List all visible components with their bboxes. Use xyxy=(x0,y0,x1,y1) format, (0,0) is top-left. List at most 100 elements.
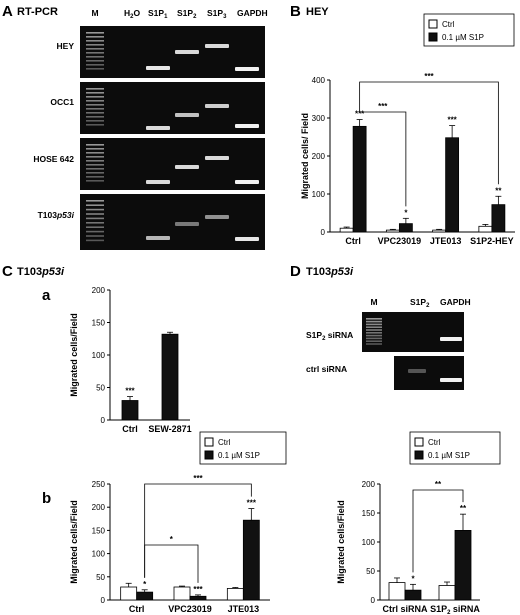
significance-label: ** xyxy=(495,186,502,195)
lane-label-m: M xyxy=(91,8,98,18)
gel-row-label-occ1: OCC1 xyxy=(50,97,74,107)
y-tick-label: 200 xyxy=(92,286,106,295)
y-tick-label: 100 xyxy=(92,351,106,360)
panel-c-title: T103p53i xyxy=(17,266,65,278)
legend-swatch xyxy=(204,437,214,447)
gel-band xyxy=(440,337,462,341)
ladder-band xyxy=(86,148,104,150)
bar xyxy=(226,588,244,601)
ladder-band xyxy=(86,239,104,242)
gel-d-row-2 xyxy=(394,356,464,390)
legend-label: 0.1 µM S1P xyxy=(428,451,470,460)
gel-row-label-hey: HEY xyxy=(57,41,75,51)
ladder-band xyxy=(86,200,104,202)
significance-label: * xyxy=(411,574,415,583)
y-axis-label: Migrated cells/Field xyxy=(69,313,79,397)
category-label: S1P2 siRNA xyxy=(430,604,480,615)
bracket-label: *** xyxy=(193,474,203,483)
comparison-bracket xyxy=(144,544,199,583)
significance-label: * xyxy=(143,580,147,589)
y-tick-label: 200 xyxy=(362,480,376,489)
ladder-band xyxy=(86,112,104,114)
category-label: VPC23019 xyxy=(378,236,422,246)
gel-band xyxy=(146,180,170,184)
category-label: S1P2-HEY xyxy=(470,236,514,246)
gel-band xyxy=(205,104,229,108)
panel-b-letter: B xyxy=(290,3,301,20)
y-axis-label: Migrated cells/ Field xyxy=(300,113,310,199)
bar xyxy=(173,586,191,601)
y-axis-label: Migrated cells/Field xyxy=(336,500,346,584)
y-tick-label: 0 xyxy=(321,228,326,237)
ladder-band xyxy=(86,168,104,170)
y-tick-label: 250 xyxy=(92,480,106,489)
lane-label-s1p2: S1P2 xyxy=(177,8,197,20)
significance-label: *** xyxy=(355,110,365,119)
bar xyxy=(404,589,422,601)
ladder-band xyxy=(86,164,104,166)
category-label: JTE013 xyxy=(430,236,462,246)
y-tick-label: 0 xyxy=(101,596,106,605)
bar xyxy=(385,229,400,233)
gel-row-image xyxy=(80,26,265,78)
legend-box xyxy=(409,431,501,465)
ladder-band xyxy=(86,152,104,154)
comparison-bracket xyxy=(144,483,252,578)
gel-band xyxy=(175,113,199,117)
panel-c-sub-b: b xyxy=(42,490,51,507)
gel-panel-a xyxy=(80,26,265,250)
gel-band xyxy=(235,67,259,71)
bar xyxy=(445,137,460,233)
ladder-band xyxy=(86,104,104,106)
panel-c-sub-a: a xyxy=(42,287,51,304)
y-tick-label: 200 xyxy=(312,152,326,161)
ladder-band xyxy=(366,343,382,345)
y-tick-label: 50 xyxy=(96,384,105,393)
significance-label: *** xyxy=(125,387,135,396)
y-tick-label: 150 xyxy=(92,319,106,328)
bar xyxy=(352,125,367,233)
category-label: VPC23019 xyxy=(168,604,212,614)
bar xyxy=(454,530,472,601)
ladder-band xyxy=(86,48,104,50)
category-label: JTE013 xyxy=(228,604,260,614)
panel-d-letter: D xyxy=(290,263,301,280)
ladder-band xyxy=(86,235,104,237)
ladder-band xyxy=(366,337,382,340)
lane-label-gapdh: GAPDH xyxy=(237,8,268,18)
ladder-band xyxy=(86,156,104,158)
gel-d-row-ctrl-sirna: ctrl siRNA xyxy=(306,364,347,374)
legend-label: 0.1 µM S1P xyxy=(442,33,484,42)
y-tick-label: 100 xyxy=(312,190,326,199)
ladder-band xyxy=(366,320,382,323)
bar xyxy=(438,585,456,601)
gel-row-image xyxy=(80,138,265,190)
gel-row-image xyxy=(80,82,265,134)
ladder-band xyxy=(366,340,382,342)
ladder-band xyxy=(86,208,104,211)
ladder-band xyxy=(86,100,104,102)
legend-swatch xyxy=(428,19,438,29)
category-label: Ctrl xyxy=(129,604,145,614)
bracket-label: ** xyxy=(435,480,442,489)
chart-d: 0 50 100 150 200 Migrated cells/Field * Ctrl si… xyxy=(336,431,501,615)
ladder-band xyxy=(86,64,104,66)
gel-d-lane-m: M xyxy=(370,297,377,307)
gel-band xyxy=(408,369,426,373)
comparison-bracket xyxy=(359,81,499,185)
bar xyxy=(121,400,139,421)
gel-band xyxy=(205,215,229,219)
panel-a-title: RT-PCR xyxy=(17,6,58,18)
ladder-band xyxy=(86,176,104,178)
ladder-band xyxy=(86,60,104,62)
bar xyxy=(242,519,260,601)
lane-label-s1p3: S1P3 xyxy=(207,8,227,20)
ladder-band xyxy=(86,213,104,215)
bar xyxy=(478,225,493,233)
significance-label: * xyxy=(404,208,408,217)
gel-row-label-hose642: HOSE 642 xyxy=(33,154,74,164)
ladder-band xyxy=(366,334,382,337)
bracket-label: * xyxy=(170,535,174,544)
bar xyxy=(432,229,447,233)
ladder-band xyxy=(86,88,104,90)
